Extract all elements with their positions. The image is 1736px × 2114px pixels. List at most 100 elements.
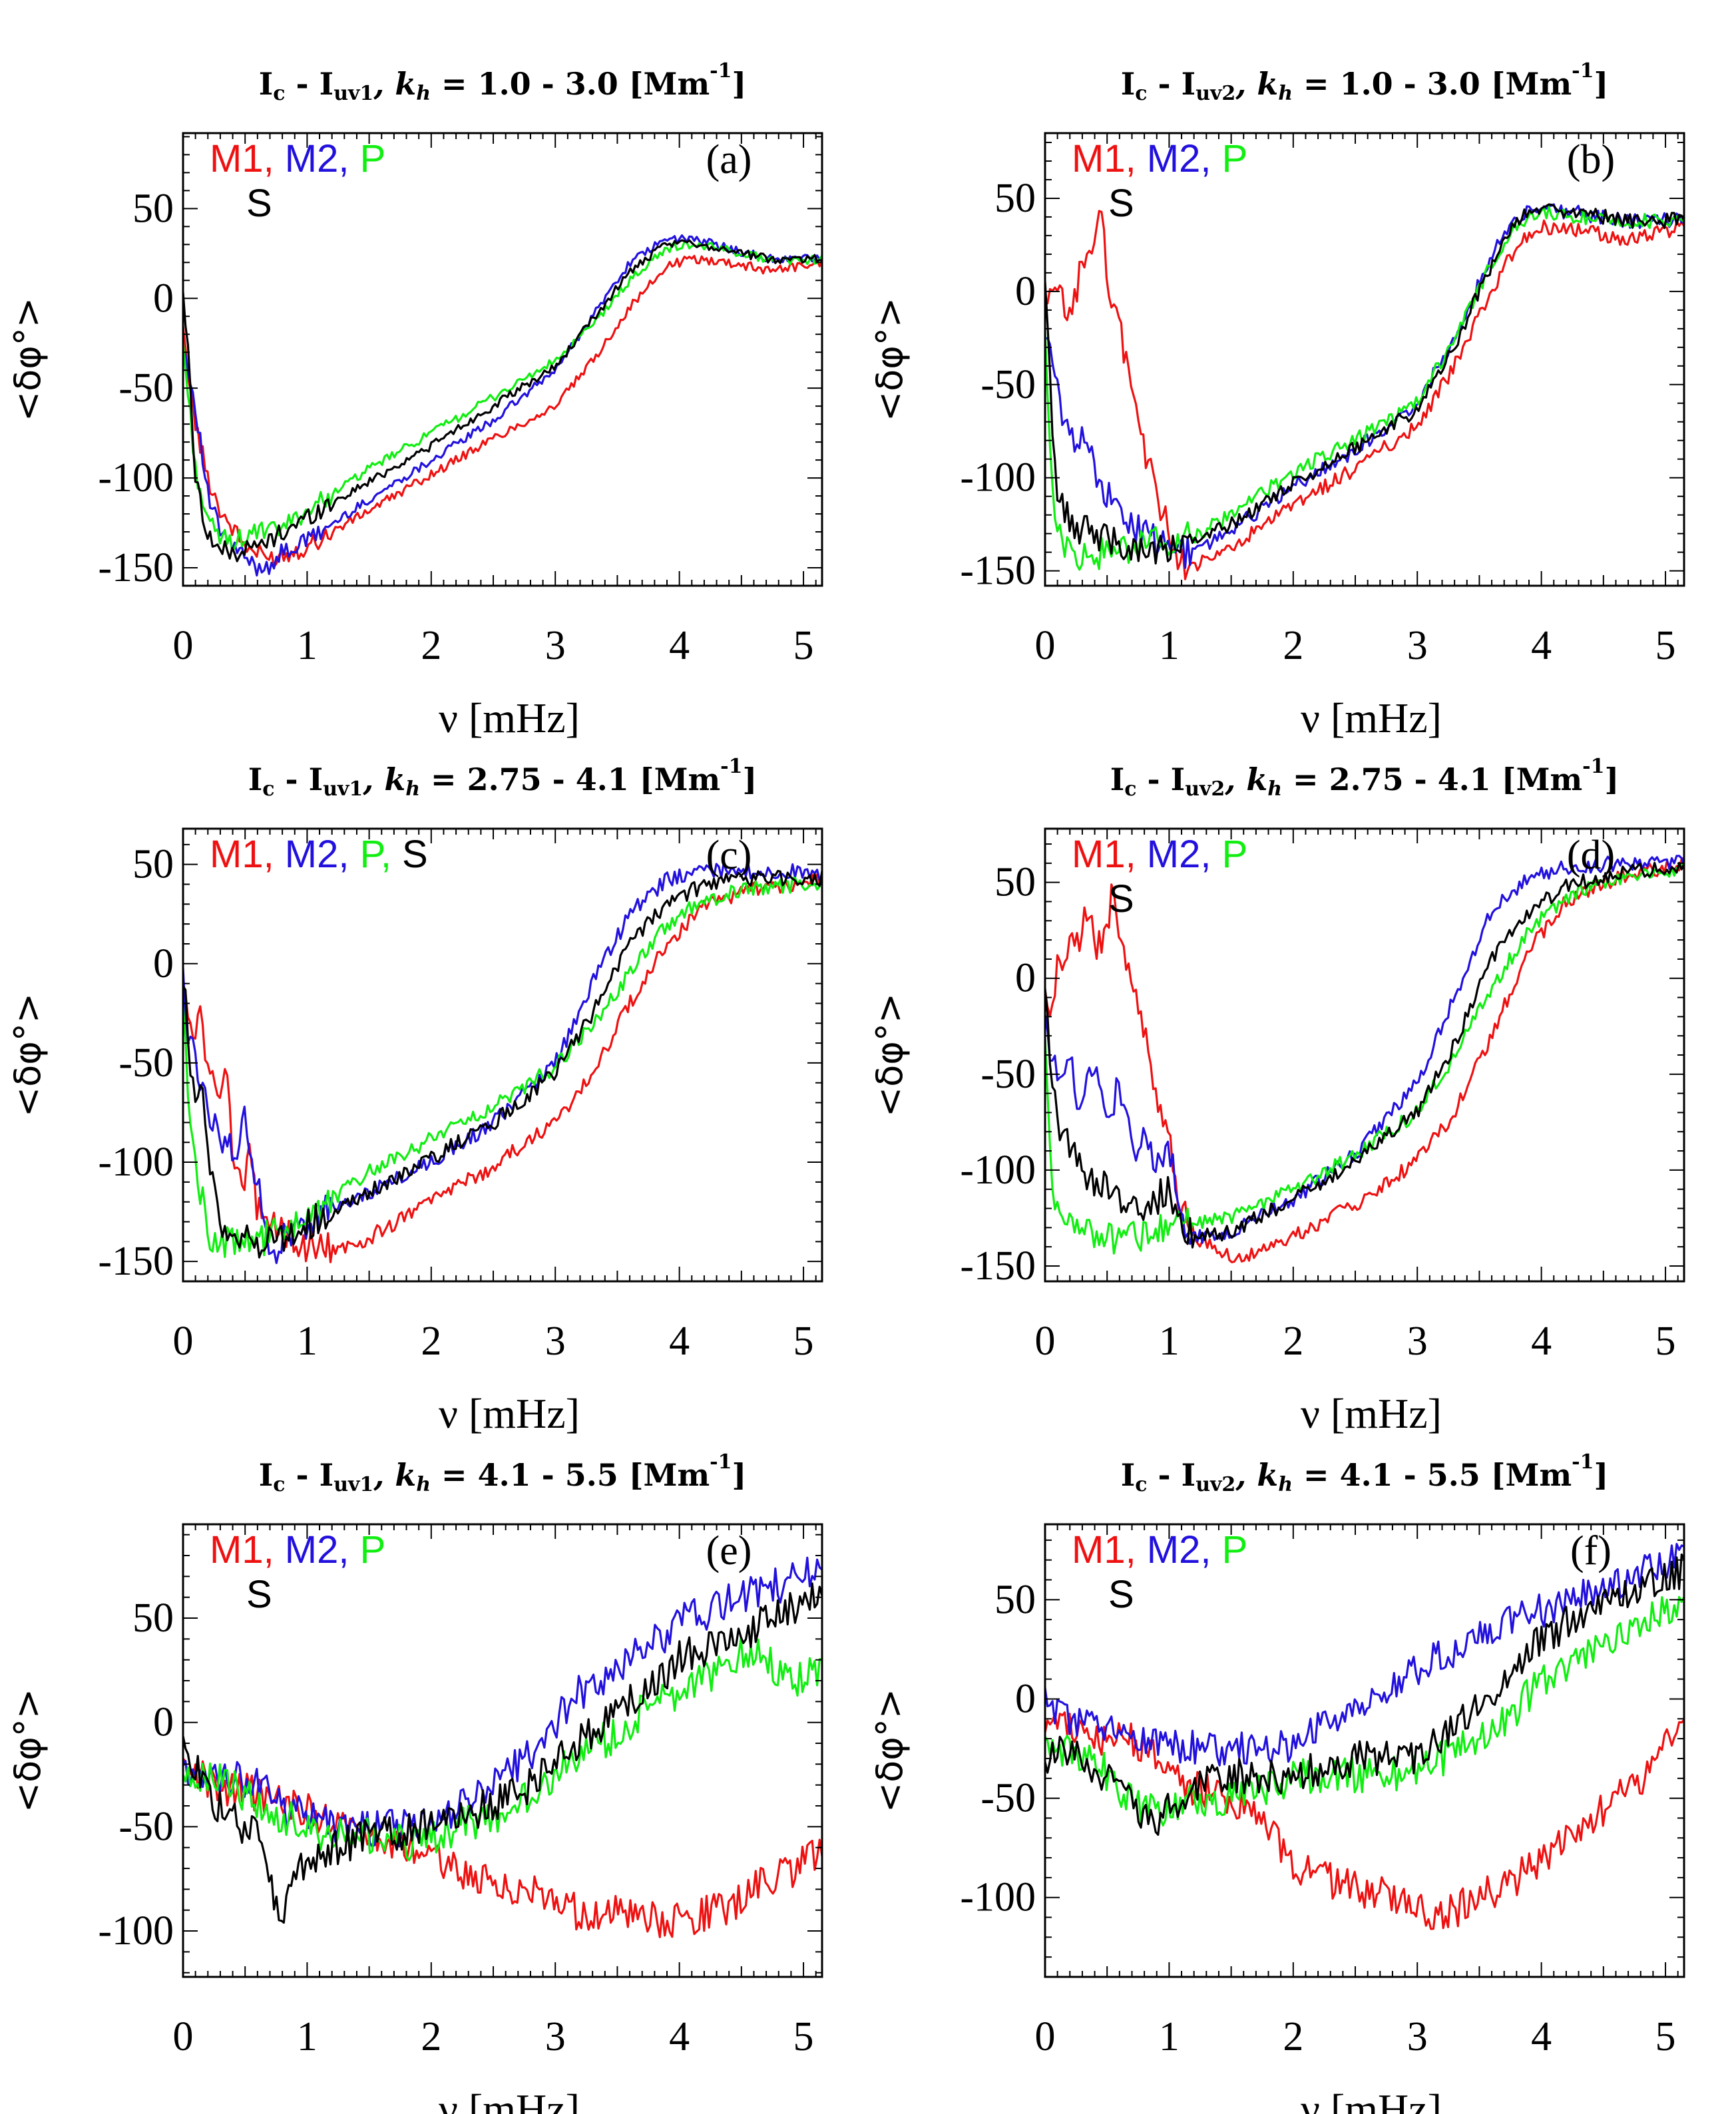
y-tick-label: -50 (118, 1804, 174, 1849)
y-tick-label: -50 (980, 1776, 1036, 1821)
y-axis-label: <δφ°> (869, 993, 911, 1117)
y-tick-label: 0 (1015, 1676, 1036, 1721)
legend-m1: M1, (210, 833, 274, 876)
x-tick-label: 2 (1283, 1319, 1303, 1364)
chart-title: Ic - Iuv1, kh = 4.1 - 5.5 [Mm-1] (259, 1450, 747, 1496)
legend-m1: M1, (210, 137, 274, 180)
series-group (1045, 1543, 1684, 1930)
x-tick-label: 1 (1159, 623, 1180, 668)
y-tick-label: -50 (118, 1040, 174, 1086)
x-tick-label: 0 (173, 2014, 194, 2059)
plot-frame (182, 132, 823, 587)
x-tick-label: 3 (545, 1319, 566, 1364)
legend-s: S (391, 833, 428, 876)
x-tick-label: 2 (421, 2014, 441, 2059)
legend-line-1: M1, M2, P (1072, 833, 1247, 876)
y-tick-label: 50 (132, 842, 174, 887)
y-axis-label: <δφ°> (7, 993, 49, 1117)
series-m2-line (183, 234, 822, 577)
legend-line-1: M1, M2, P (210, 1528, 385, 1572)
series-m2-line (1045, 203, 1684, 569)
series-group (1045, 203, 1684, 580)
x-tick-label: 5 (793, 2014, 814, 2059)
series-s-line (1045, 1553, 1684, 1836)
panel-label: (e) (706, 1528, 752, 1574)
chart-title: Ic - Iuv1, kh = 1.0 - 3.0 [Mm-1] (259, 59, 747, 105)
legend-m2: M2, (1136, 1528, 1211, 1572)
y-tick-label: 0 (153, 276, 174, 321)
x-tick-label: 3 (1407, 1319, 1428, 1364)
y-axis-label: <δφ°> (869, 298, 911, 421)
legend-m2: M2, (274, 833, 349, 876)
x-axis-label: ν [mHz] (1301, 2085, 1442, 2114)
x-tick-label: 3 (1407, 2014, 1428, 2059)
panel-e: Ic - Iuv1, kh = 4.1 - 5.5 [Mm-1] 0 1 2 3 4 5 50… (7, 1450, 823, 2114)
y-tick-label: -100 (960, 1875, 1036, 1920)
panel-label: (a) (706, 137, 752, 182)
x-tick-label: 4 (1531, 1319, 1552, 1364)
series-p-line (1045, 863, 1684, 1255)
series-group (1045, 855, 1684, 1263)
panel-label: (b) (1567, 137, 1615, 182)
x-tick-label: 3 (545, 2014, 566, 2059)
legend-s: S (1108, 182, 1134, 225)
x-tick-label: 5 (1655, 623, 1676, 668)
x-tick-label: 0 (173, 623, 194, 668)
series-m1-line (183, 1757, 822, 1938)
x-tick-label: 3 (1407, 623, 1428, 668)
legend-p: P (1211, 1528, 1248, 1572)
legend-s: S (246, 182, 272, 225)
x-tick-label: 2 (1283, 623, 1303, 668)
legend-s: S (1108, 877, 1134, 921)
legend-m2: M2, (274, 1528, 349, 1572)
y-tick-label: -100 (98, 455, 174, 501)
y-tick-label: 0 (153, 1700, 174, 1745)
series-p-line (183, 877, 822, 1258)
legend-p: P (349, 137, 386, 180)
series-m1-line (1045, 857, 1684, 1263)
series-m2-line (183, 861, 822, 1265)
x-tick-label: 1 (297, 1319, 318, 1364)
panel-label: (f) (1570, 1528, 1612, 1574)
y-axis-label: <δφ°> (7, 1689, 49, 1812)
plot-frame (1044, 1523, 1685, 1978)
panel-c: Ic - Iuv1, kh = 2.75 - 4.1 [Mm-1] 0 1 2 3 4 5 5… (7, 755, 823, 1437)
legend-p: P (349, 1528, 386, 1572)
x-tick-label: 4 (669, 1319, 690, 1364)
series-m1-line (183, 254, 822, 568)
x-tick-label: 4 (669, 2014, 690, 2059)
y-tick-label: -50 (980, 362, 1036, 407)
y-tick-label: 50 (132, 186, 174, 231)
y-tick-label: -100 (98, 1908, 174, 1954)
y-tick-label: -50 (980, 1052, 1036, 1097)
y-tick-label: -100 (960, 1148, 1036, 1193)
legend-m1: M1, (1072, 1528, 1136, 1572)
series-s-line (183, 1582, 822, 1924)
legend-p: P (1211, 833, 1248, 876)
x-tick-label: 5 (1655, 2014, 1676, 2059)
x-tick-label: 0 (1035, 1319, 1056, 1364)
panel-label: (d) (1567, 833, 1615, 878)
x-tick-label: 0 (1035, 623, 1056, 668)
chart-title: Ic - Iuv1, kh = 2.75 - 4.1 [Mm-1] (248, 755, 758, 801)
y-tick-label: 50 (994, 1577, 1036, 1622)
y-tick-label: 0 (1015, 956, 1036, 1001)
y-tick-label: -100 (98, 1140, 174, 1185)
y-tick-label: -150 (98, 545, 174, 590)
x-tick-label: 2 (1283, 2014, 1303, 2059)
series-p-line (183, 1637, 822, 1862)
y-tick-label: 0 (1015, 269, 1036, 314)
legend-m1: M1, (210, 1528, 274, 1572)
legend-s: S (1108, 1573, 1134, 1616)
chart-title: Ic - Iuv2, kh = 1.0 - 3.0 [Mm-1] (1121, 59, 1609, 105)
panel-b: Ic - Iuv2, kh = 1.0 - 3.0 [Mm-1] 0 1 2 3 4 5 50… (869, 59, 1685, 741)
x-tick-label: 3 (545, 623, 566, 668)
x-tick-label: 2 (421, 623, 441, 668)
series-s-line (1045, 861, 1684, 1249)
series-m2-line (1045, 1543, 1684, 1767)
plot-frame (182, 1523, 823, 1978)
chart-title: Ic - Iuv2, kh = 2.75 - 4.1 [Mm-1] (1110, 755, 1620, 801)
panel-d: Ic - Iuv2, kh = 2.75 - 4.1 [Mm-1] 0 1 2 3 4 5 5… (869, 755, 1685, 1437)
x-tick-label: 1 (1159, 2014, 1180, 2059)
